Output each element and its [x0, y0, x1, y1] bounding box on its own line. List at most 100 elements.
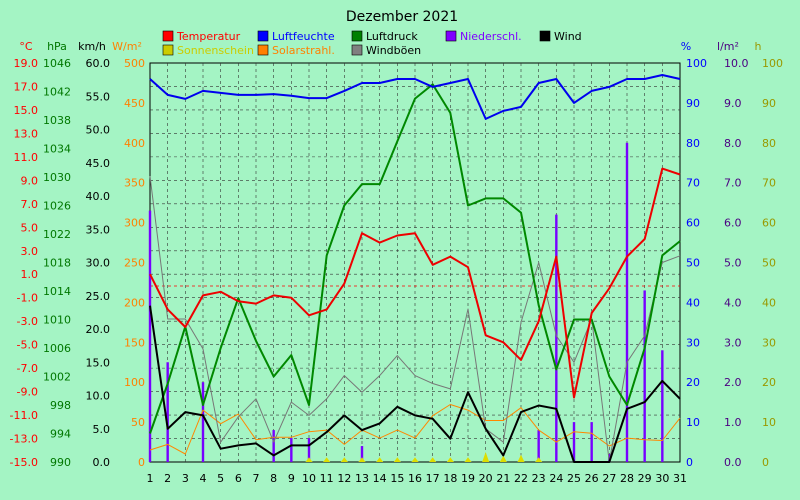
sun-bar [411, 457, 419, 462]
tick-label-pressure: 1006 [43, 342, 71, 355]
tick-label-temp: -15.0 [10, 456, 38, 469]
tick-label-humidity: 50 [686, 257, 700, 270]
axis-unit-wind: km/h [78, 40, 106, 53]
tick-label-pressure: 1010 [43, 314, 71, 327]
rain-bar [360, 446, 364, 462]
legend-swatch [162, 44, 174, 56]
rain-bar [166, 362, 169, 462]
tick-label-rain: 9.0 [724, 97, 742, 110]
rain-bar [148, 210, 152, 462]
x-tick-label: 12 [337, 472, 351, 485]
tick-label-temp: -1.0 [17, 292, 38, 305]
tick-label-pressure: 1018 [43, 257, 71, 270]
rain-bar [555, 214, 558, 462]
tick-label-rain: 5.0 [724, 257, 742, 270]
tick-label-wind: 25.0 [86, 290, 111, 303]
tick-label-pressure: 1002 [43, 371, 71, 384]
tick-label-wind: 55.0 [86, 90, 111, 103]
rain-bar [290, 438, 293, 462]
x-tick-label: 9 [288, 472, 295, 485]
x-tick-label: 30 [655, 472, 669, 485]
tick-label-pressure: 998 [50, 399, 71, 412]
x-tick-label: 5 [217, 472, 224, 485]
tick-label-sun: 50 [762, 257, 776, 270]
x-tick-label: 13 [355, 472, 369, 485]
tick-label-humidity: 80 [686, 137, 700, 150]
tick-label-pressure: 1014 [43, 285, 71, 298]
x-tick-label: 6 [235, 472, 242, 485]
sun-bar [535, 457, 543, 462]
x-tick-label: 24 [549, 472, 563, 485]
tick-label-rain: 7.0 [724, 177, 742, 190]
x-tick-label: 19 [461, 472, 475, 485]
tick-label-humidity: 90 [686, 97, 700, 110]
legend-label: Niederschl. [460, 30, 522, 43]
tick-label-pressure: 1022 [43, 228, 71, 241]
tick-label-temp: 5.0 [21, 221, 39, 234]
tick-label-temp: 17.0 [14, 80, 39, 93]
tick-label-wind: 40.0 [86, 190, 111, 203]
x-tick-label: 3 [182, 472, 189, 485]
chart-title: Dezember 2021 [346, 9, 458, 25]
sun-bar [358, 457, 366, 462]
tick-label-sun: 90 [762, 97, 776, 110]
legend-label: Luftfeuchte [272, 30, 335, 43]
tick-label-temp: 7.0 [21, 198, 39, 211]
tick-label-pressure: 1034 [43, 143, 71, 156]
tick-label-rain: 2.0 [724, 376, 742, 389]
series-line-wind [149, 305, 681, 463]
legend-swatch [257, 44, 269, 56]
tick-label-radiation: 150 [124, 336, 145, 349]
x-tick-label: 15 [390, 472, 404, 485]
tick-label-pressure: 994 [50, 428, 71, 441]
rain-bar [643, 290, 646, 462]
axes: °C -15.0 -13.0 -11.0 -9.0 -7.0 -5.0 -3.0 -1.0 1.0… [10, 40, 783, 485]
tick-label-wind: 0.0 [93, 456, 111, 469]
legend-swatch [539, 30, 551, 42]
x-tick-label: 11 [320, 472, 334, 485]
x-tick-label: 16 [408, 472, 422, 485]
tick-label-radiation: 500 [124, 57, 145, 70]
sun-bar [464, 457, 472, 462]
tick-label-humidity: 0 [686, 456, 693, 469]
tick-label-humidity: 10 [686, 416, 700, 429]
sun-bar [323, 457, 331, 462]
tick-label-humidity: 30 [686, 336, 700, 349]
tick-label-wind: 60.0 [86, 57, 111, 70]
sun-bar [446, 457, 454, 462]
tick-label-temp: 9.0 [21, 174, 39, 187]
rain-bar [572, 422, 576, 462]
legend-swatch [351, 44, 363, 56]
x-tick-label: 7 [253, 472, 260, 485]
tick-label-sun: 100 [762, 57, 783, 70]
tick-label-wind: 10.0 [86, 390, 111, 403]
series-line-temperatur [149, 167, 681, 399]
tick-label-rain: 3.0 [724, 336, 742, 349]
axis-unit-radiation: W/m² [112, 40, 142, 53]
rain-bar [537, 430, 540, 462]
axis-unit-temp: °C [19, 40, 33, 53]
tick-label-temp: 13.0 [14, 127, 39, 140]
tick-label-wind: 30.0 [86, 257, 111, 270]
legend-swatch [445, 30, 457, 42]
tick-label-temp: -3.0 [17, 315, 38, 328]
tick-label-sun: 60 [762, 217, 776, 230]
tick-label-temp: 11.0 [14, 151, 39, 164]
tick-label-sun: 20 [762, 376, 776, 389]
tick-label-temp: -7.0 [17, 362, 38, 375]
tick-label-humidity: 60 [686, 217, 700, 230]
sun-bar [376, 457, 384, 462]
tick-label-radiation: 350 [124, 177, 145, 190]
rain-bar [608, 454, 611, 462]
tick-label-radiation: 0 [138, 456, 145, 469]
sun-bar [499, 455, 507, 462]
x-tick-label: 21 [496, 472, 510, 485]
series-line-luftfeuchte [149, 74, 681, 120]
legend-label: Luftdruck [366, 30, 418, 43]
tick-label-temp: 1.0 [21, 268, 39, 281]
legend-label: Wind [554, 30, 582, 43]
tick-label-temp: -13.0 [10, 433, 38, 446]
tick-label-temp: 19.0 [14, 57, 39, 70]
tick-label-humidity: 20 [686, 376, 700, 389]
